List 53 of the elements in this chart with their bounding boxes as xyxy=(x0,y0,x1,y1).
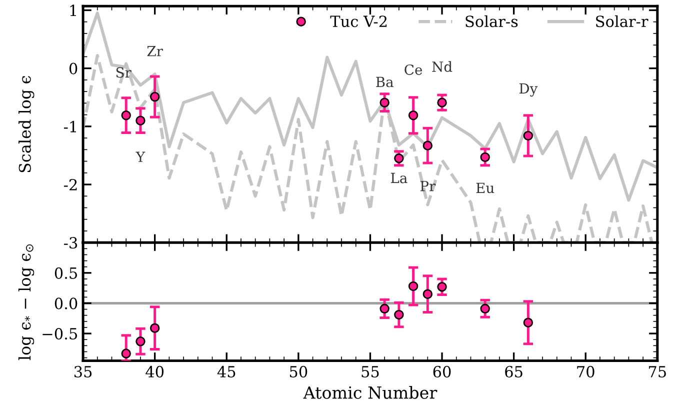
y-tick-label: -2 xyxy=(64,178,77,190)
annotation: Y xyxy=(136,152,146,162)
point xyxy=(523,318,534,328)
annotation: Sr xyxy=(116,67,132,78)
x-tick-label: 55 xyxy=(362,366,379,378)
point xyxy=(437,98,447,108)
annotation: Zr xyxy=(147,46,163,56)
point xyxy=(150,323,160,333)
y-tick-label: 0 xyxy=(69,62,78,74)
annotation: Ce xyxy=(404,64,422,75)
point xyxy=(408,110,418,120)
annotation: La xyxy=(390,172,408,184)
point xyxy=(150,92,160,102)
annotation: Nd xyxy=(432,61,452,72)
x-tick-label: 40 xyxy=(146,366,164,378)
y-axis-title: log ϵ$_{*}$ − log ϵ$_{⊙}$ xyxy=(18,244,34,360)
x-tick-label: 70 xyxy=(577,366,594,378)
point xyxy=(480,152,490,162)
point xyxy=(408,281,418,292)
y-axis-title: Scaled log ϵ xyxy=(18,76,34,172)
annotation: Ba xyxy=(376,76,394,88)
legend-label: Solar-s xyxy=(466,15,518,28)
point xyxy=(121,348,131,358)
point xyxy=(136,336,146,346)
point xyxy=(136,116,146,126)
y-tick-label: 0.5 xyxy=(54,267,77,279)
annotation: Eu xyxy=(476,182,494,194)
annotation: Dy xyxy=(519,83,538,97)
x-tick-label: 65 xyxy=(505,366,522,378)
point xyxy=(394,153,404,164)
point xyxy=(523,130,534,141)
x-tick-label: 50 xyxy=(290,366,308,378)
y-tick-label: -1 xyxy=(64,120,76,132)
x-tick-label: 45 xyxy=(217,366,236,378)
annotation: Pr xyxy=(420,180,436,192)
point xyxy=(437,282,447,292)
legend-label: Tuc V-2 xyxy=(330,16,387,28)
point xyxy=(422,289,433,299)
y-tick-label: 0.0 xyxy=(54,298,78,310)
y-tick-label: −0.5 xyxy=(42,328,77,340)
x-tick-label: 35 xyxy=(74,366,92,378)
y-tick-label: 1 xyxy=(70,4,76,16)
point xyxy=(380,98,390,108)
point xyxy=(394,310,404,320)
point xyxy=(380,304,390,314)
x-tick-label: 60 xyxy=(433,366,451,378)
x-axis-title: Atomic Number xyxy=(303,386,438,399)
y-tick-label: -3 xyxy=(64,237,78,249)
point xyxy=(422,140,433,150)
x-tick-label: 75 xyxy=(648,366,666,378)
legend-label: Solar-r xyxy=(596,15,648,28)
point xyxy=(480,304,490,314)
point xyxy=(121,110,131,120)
